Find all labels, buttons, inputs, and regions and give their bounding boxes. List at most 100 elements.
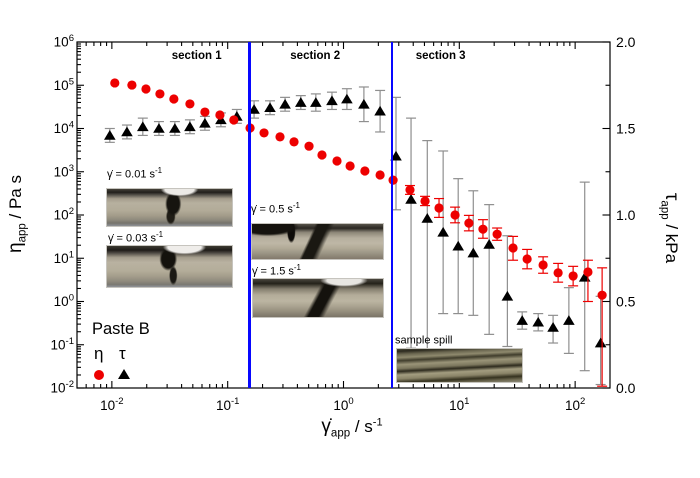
data-point-tau [121,126,133,137]
axis-units: / s [350,417,373,436]
inset-label-exp: -1 [293,263,302,272]
data-point-tau [279,98,291,109]
y-right-tick-label: 0.0 [616,380,636,396]
data-point-eta [538,260,548,270]
y-right-tick-label: 2.0 [616,34,636,50]
data-point-eta [127,80,137,90]
data-point-tau [199,117,211,128]
data-point-tau [104,130,116,140]
inset-photo-sample-spill [396,348,523,383]
data-point-eta [478,224,488,234]
data-point-tau [264,102,276,113]
x-axis-title: γ̇app / s-1 [252,416,452,439]
data-point-eta [492,229,502,239]
inset-photo-shear-1.5 [252,278,384,318]
axis-ticks [77,41,610,389]
y-right-tick-labels: 0.0 0.5 1.0 1.5 2.0 [616,34,636,396]
x-tick-label: 10-1 [216,396,239,413]
y-left-tick-label: 105 [54,76,74,93]
legend-tau-marker-triangle [118,369,130,379]
x-tick-labels: 10-2 10-1 100 101 102 [100,396,585,413]
data-point-tau [326,95,338,106]
inset-label-text: γ̇ = 0.01 s [107,168,156,181]
data-point-eta [450,210,460,220]
data-point-tau [547,322,559,332]
y-left-tick-label: 100 [54,293,74,310]
data-point-eta [289,137,299,147]
inset-label-text: sample spill [395,334,453,347]
data-point-tau [248,104,260,114]
data-point-eta [110,78,120,88]
data-point-tau [532,316,545,327]
data-point-eta [597,290,607,300]
data-point-eta [141,84,151,94]
data-point-eta [583,267,593,277]
data-point-tau [501,290,514,301]
y-left-tick-label: 10-1 [51,336,74,353]
data-point-eta [259,128,269,138]
data-point-eta [229,115,239,125]
data-point-tau [467,247,480,258]
data-point-eta [553,268,563,278]
section-3-label: section 3 [415,50,466,62]
axis-subscript: app [658,200,671,220]
x-tick-label: 100 [333,396,353,413]
axis-subscript: app [16,223,29,243]
data-point-tau [483,239,495,249]
y-right-tick-label: 1.5 [616,121,636,137]
data-point-tau [341,93,353,104]
legend-eta-symbol: η [94,344,104,363]
inset-label-exp: -1 [156,230,164,239]
y-left-tick-label: 10-2 [51,379,74,396]
inset-label-sample-spill: sample spill [395,332,452,347]
data-point-tau [358,98,370,109]
y-right-tick-label: 0.5 [616,294,636,310]
section-boundary-line-2 [390,42,394,388]
eta-symbol: η [5,242,26,253]
y-left-tick-label: 106 [54,33,74,50]
data-point-eta [345,161,355,171]
data-point-eta [275,132,285,142]
data-point-eta [317,150,327,160]
x-tick-label: 101 [449,396,469,413]
y-left-tick-label: 102 [54,206,74,223]
y-left-tick-label: 103 [54,163,74,180]
data-point-eta [215,110,225,120]
inset-photo-shear-0.03 [106,245,233,288]
inset-label-text: γ̇ = 0.5 s [251,203,293,216]
data-point-tau [137,121,149,132]
gamma-dot-symbol: γ̇ [321,416,331,437]
data-point-eta [464,218,474,228]
x-tick-label: 102 [565,396,585,413]
inset-label-text: γ̇ = 1.5 s [252,265,294,278]
data-point-tau [452,240,464,251]
data-point-tau [310,97,322,107]
inset-label-exp: -1 [292,201,301,210]
inset-label-shear-0.5: γ̇ = 0.5 s-1 [251,201,300,216]
y-right-axis-title: τapp / kPa [658,150,682,306]
data-point-tau [184,121,196,132]
data-point-eta [304,141,314,151]
data-point-tau [153,123,165,133]
legend-title: Paste B [92,320,150,338]
data-point-eta [405,185,415,195]
data-point-eta [169,94,179,104]
inset-label-exp: -1 [155,166,163,175]
section-1-label: section 1 [171,50,222,62]
data-point-eta [332,156,342,166]
legend-eta-marker-circle [94,370,104,380]
axis-units: / Pa s [6,175,25,224]
y-left-tick-labels: 10-2 10-1 100 101 102 103 104 105 106 [51,33,74,396]
y-left-tick-label: 101 [54,249,74,266]
data-point-eta [568,271,578,281]
inset-label-text: γ̇ = 0.03 s [108,232,157,245]
data-point-eta [155,89,165,99]
axis-units-exp: -1 [372,416,383,429]
inset-label-shear-1.5: γ̇ = 1.5 s-1 [252,263,301,278]
data-point-tau [421,213,434,223]
axis-units: / kPa [662,219,681,264]
inset-photo-shear-0.01 [106,188,233,227]
section-2-label: section 2 [290,50,341,62]
data-point-tau [374,105,386,116]
